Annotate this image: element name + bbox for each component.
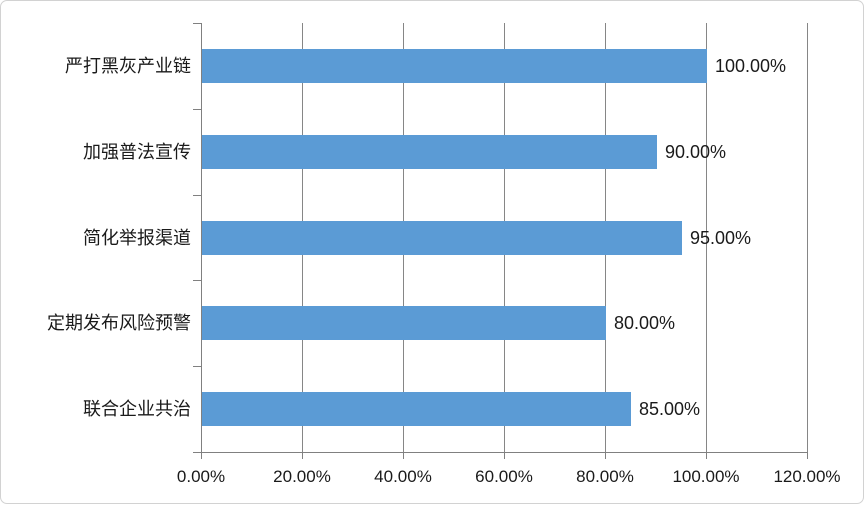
- category-axis-label: 加强普法宣传: [83, 142, 191, 162]
- x-axis-tick-label: 20.00%: [273, 467, 331, 486]
- x-axis-tick-label: 120.00%: [773, 467, 841, 486]
- x-axis-tick: [706, 452, 707, 459]
- category-axis-label: 简化举报渠道: [83, 228, 191, 248]
- x-axis-tick-label: 40.00%: [374, 467, 432, 486]
- bar-value-label: 100.00%: [715, 56, 787, 76]
- category-axis-label: 定期发布风险预警: [47, 313, 191, 333]
- y-axis-tick: [193, 195, 201, 196]
- bar: [202, 306, 606, 340]
- y-axis-tick: [193, 109, 201, 110]
- bar: [202, 49, 707, 83]
- y-axis-line: [201, 23, 202, 452]
- x-axis-tick-label: 100.00%: [672, 467, 740, 486]
- x-axis-tick: [302, 452, 303, 459]
- category-axis-label: 严打黑灰产业链: [65, 56, 191, 76]
- x-axis-tick-label: 60.00%: [475, 467, 533, 486]
- x-axis-tick: [403, 452, 404, 459]
- category-axis-label: 联合企业共治: [83, 399, 191, 419]
- bar: [202, 221, 682, 255]
- y-axis-tick: [193, 23, 201, 24]
- bar: [202, 392, 631, 426]
- bar: [202, 135, 657, 169]
- x-axis-line: [201, 452, 807, 453]
- x-axis-tick-label: 0.00%: [176, 467, 226, 486]
- y-axis-tick: [193, 452, 201, 453]
- x-axis-tick-label: 80.00%: [576, 467, 634, 486]
- y-axis-tick: [193, 280, 201, 281]
- bar-value-label: 90.00%: [665, 142, 727, 162]
- bar-value-label: 95.00%: [690, 228, 752, 248]
- y-axis-tick: [193, 366, 201, 367]
- x-axis-tick: [201, 452, 202, 459]
- x-axis-tick: [605, 452, 606, 459]
- x-axis-tick: [504, 452, 505, 459]
- bar-value-label: 80.00%: [614, 313, 676, 333]
- bar-value-label: 85.00%: [639, 399, 701, 419]
- x-axis-tick: [807, 452, 808, 459]
- gridline: [706, 23, 707, 452]
- gridline: [807, 23, 808, 452]
